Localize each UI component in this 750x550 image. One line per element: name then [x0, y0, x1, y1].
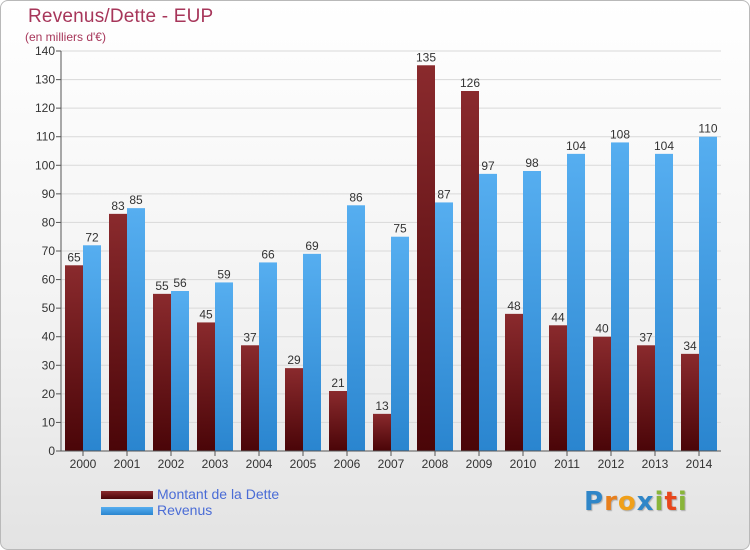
bar-revenus: [127, 208, 145, 451]
x-tick-label: 2014: [686, 457, 713, 471]
x-tick-label: 2010: [510, 457, 537, 471]
legend-swatch-revenus: [101, 507, 153, 515]
bar-dette: [637, 345, 655, 451]
data-label-revenus: 98: [525, 156, 539, 170]
x-tick-label: 2002: [158, 457, 185, 471]
data-label-dette: 126: [460, 76, 480, 90]
legend-swatch-dette: [101, 491, 153, 499]
bar-revenus: [259, 262, 277, 451]
y-tick-label: 100: [35, 158, 55, 172]
x-tick-label: 2011: [554, 457, 580, 471]
bar-dette: [681, 353, 699, 451]
y-tick-label: 120: [35, 101, 55, 115]
data-label-dette: 65: [67, 250, 81, 264]
data-label-revenus: 59: [217, 267, 231, 281]
bar-revenus: [435, 202, 453, 451]
data-label-revenus: 69: [305, 239, 319, 253]
y-tick-label: 50: [42, 301, 56, 315]
bar-revenus: [171, 291, 189, 451]
data-label-dette: 135: [416, 50, 436, 64]
bar-dette: [197, 322, 215, 451]
data-label-dette: 37: [243, 330, 257, 344]
bar-chart: 65 72 83 85 55 56 45 59 37 66 29 69 21 86 13 75 135 87 126…: [35, 44, 721, 471]
y-tick-label: 0: [48, 444, 55, 458]
bar-dette: [417, 65, 435, 452]
data-label-dette: 45: [199, 307, 213, 321]
x-tick-label: 2000: [70, 457, 97, 471]
y-tick-label: 90: [42, 187, 56, 201]
x-tick-label: 2006: [334, 457, 361, 471]
bar-dette: [65, 265, 83, 451]
chart-subtitle: (en milliers d'€): [25, 30, 106, 44]
data-label-revenus: 108: [610, 127, 630, 141]
bar-revenus: [611, 142, 629, 451]
y-tick-label: 60: [42, 273, 56, 287]
x-tick-label: 2004: [246, 457, 273, 471]
data-label-revenus: 104: [566, 139, 586, 153]
data-label-revenus: 72: [85, 230, 99, 244]
y-tick-label: 110: [36, 130, 55, 144]
bar-revenus: [215, 282, 233, 451]
data-label-revenus: 56: [173, 276, 187, 290]
data-label-revenus: 86: [349, 190, 363, 204]
data-label-revenus: 66: [261, 247, 275, 261]
data-label-dette: 34: [683, 339, 697, 353]
data-label-revenus: 104: [654, 139, 674, 153]
y-tick-label: 80: [42, 215, 56, 229]
bar-revenus: [347, 205, 365, 451]
bar-revenus: [655, 153, 673, 451]
data-label-revenus: 85: [129, 193, 143, 207]
data-label-dette: 21: [331, 376, 345, 390]
y-tick-label: 70: [42, 244, 56, 258]
bar-dette: [241, 345, 259, 451]
data-label-dette: 83: [111, 199, 125, 213]
bar-dette: [373, 413, 391, 451]
bar-dette: [153, 293, 171, 451]
y-tick-label: 130: [35, 73, 55, 87]
x-tick-label: 2003: [202, 457, 229, 471]
y-tick-label: 30: [42, 358, 56, 372]
bar-revenus: [391, 236, 409, 451]
chart-title: Revenus/Dette - EUP: [28, 6, 214, 27]
data-label-revenus: 75: [393, 222, 407, 236]
bar-dette: [109, 213, 127, 451]
data-label-revenus: 87: [437, 187, 451, 201]
bar-revenus: [83, 245, 101, 451]
data-label-dette: 55: [155, 279, 169, 293]
legend-label-revenus: Revenus: [157, 502, 213, 518]
x-tick-label: 2009: [466, 457, 493, 471]
bar-dette: [549, 325, 567, 451]
bar-revenus: [567, 153, 585, 451]
data-label-dette: 44: [551, 310, 565, 324]
bar-revenus: [303, 253, 321, 451]
x-tick-label: 2007: [378, 457, 405, 471]
bar-dette: [505, 313, 523, 451]
bar-dette: [329, 391, 347, 451]
bar-revenus: [523, 171, 541, 451]
x-tick-label: 2005: [290, 457, 317, 471]
data-label-dette: 29: [287, 353, 301, 367]
data-label-revenus: 97: [481, 159, 495, 173]
x-tick-label: 2001: [114, 457, 141, 471]
y-tick-label: 10: [42, 415, 56, 429]
x-tick-label: 2008: [422, 457, 449, 471]
proxiti-logo: Proxiti: [584, 487, 688, 517]
data-label-dette: 13: [375, 399, 389, 413]
y-tick-label: 20: [42, 387, 56, 401]
x-tick-label: 2012: [598, 457, 625, 471]
data-label-revenus: 110: [698, 122, 717, 136]
data-label-dette: 48: [507, 299, 521, 313]
data-label-dette: 37: [639, 330, 653, 344]
bar-revenus: [479, 173, 497, 451]
y-tick-label: 140: [35, 44, 55, 58]
x-tick-label: 2013: [642, 457, 669, 471]
bar-revenus: [699, 136, 717, 451]
legend-label-dette: Montant de la Dette: [157, 486, 280, 502]
bar-dette: [461, 91, 479, 451]
bar-dette: [593, 336, 611, 451]
y-tick-label: 40: [42, 330, 56, 344]
bar-dette: [285, 368, 303, 451]
data-label-dette: 40: [595, 322, 609, 336]
